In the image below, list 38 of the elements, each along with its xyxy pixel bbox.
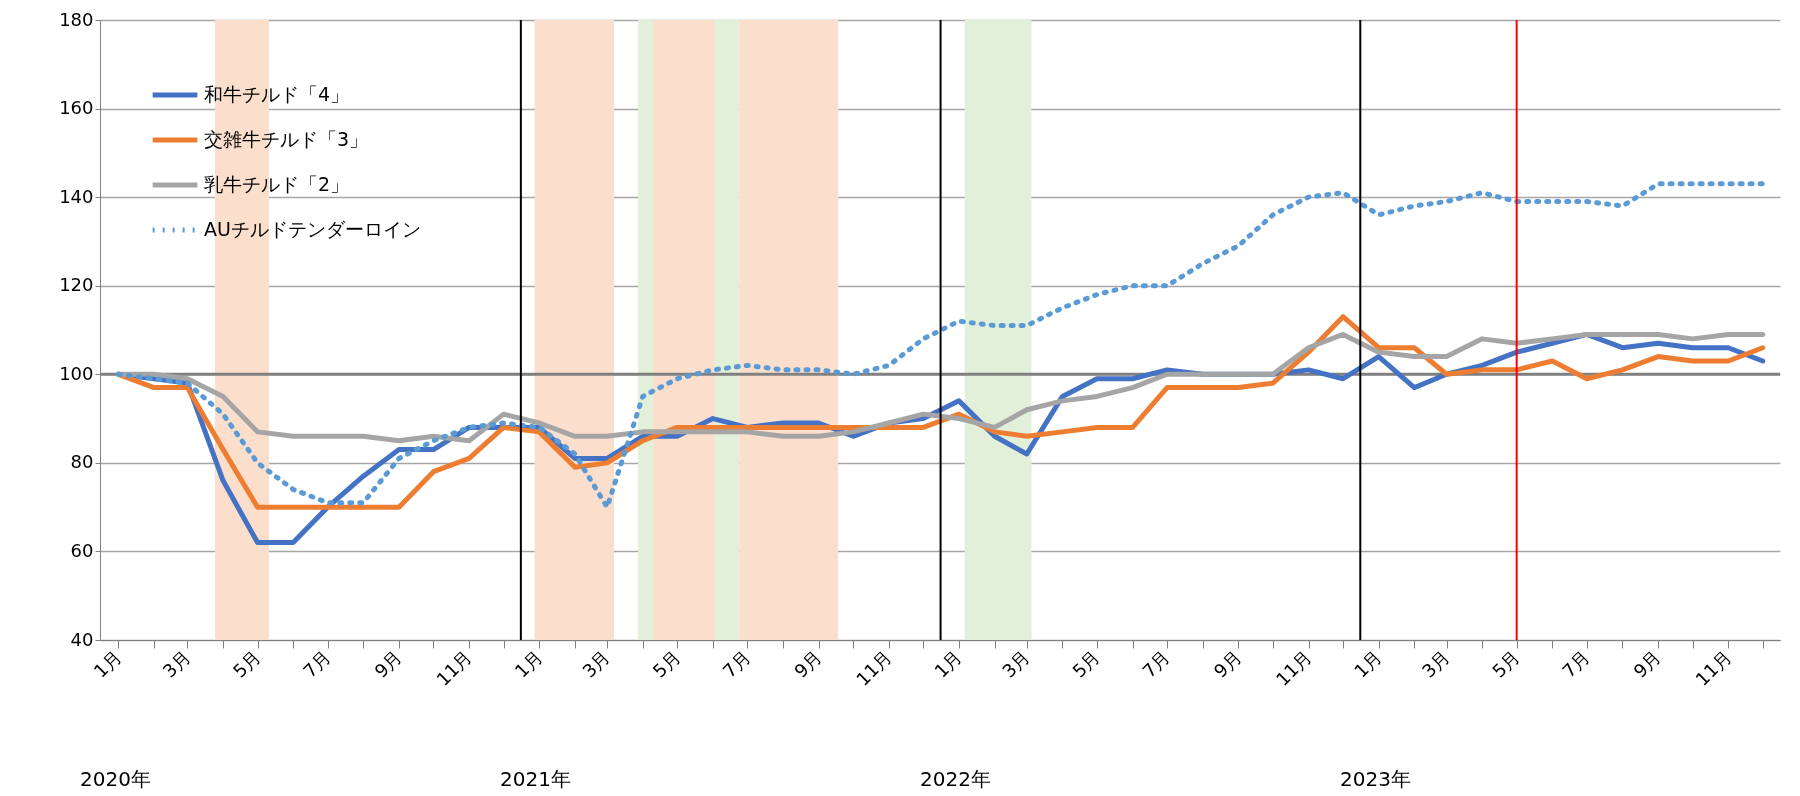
y-tick-label: 100 [59,362,94,384]
legend-label: 乳牛チルド「2」 [204,173,350,195]
x-tick-label: 3月 [1417,646,1454,682]
text: 2021年 [500,767,571,791]
x-tick-label: 3月 [578,646,614,682]
text: 2023年 [1340,767,1411,791]
x-tick-label: 5月 [228,646,265,682]
legend-label: 和牛チルド「4」 [204,83,350,105]
x-tick-label: 7月 [718,646,755,682]
y-tick-label: 80 [70,451,94,473]
y-tick-label: 120 [59,274,94,296]
x-tick-label: 3月 [998,646,1034,682]
x-tick-label: 11月 [432,646,476,690]
x-tick-label: 11月 [851,646,896,690]
text: 2020年 [80,767,151,791]
x-tick-label: 9月 [789,646,826,682]
x-tick-label: 5月 [1487,646,1524,682]
x-tick-label: 5月 [1068,646,1104,682]
x-tick-label: 1月 [1349,646,1386,682]
y-tick-label: 140 [59,185,94,207]
legend-label: 交雑牛チルド「3」 [204,128,369,150]
x-tick-label: 7月 [298,646,335,682]
text: 2022年 [920,767,991,791]
x-tick-label: 3月 [158,646,195,682]
y-tick-label: 60 [70,539,94,561]
x-tick-label: 1月 [510,646,547,682]
x-tick-label: 1月 [930,646,966,682]
x-tick-label: 9月 [1629,646,1665,682]
x-tick-label: 7月 [1138,646,1174,682]
x-tick-label: 9月 [370,646,406,682]
x-tick-label: 9月 [1209,646,1246,682]
legend-label: AUチルドテンダーロイン [204,218,421,240]
x-tick-label: 11月 [1691,646,1736,690]
y-tick-label: 160 [59,97,94,119]
x-tick-label: 11月 [1271,646,1316,690]
y-tick-label: 180 [59,8,94,30]
x-tick-label: 5月 [648,646,685,682]
x-tick-label: 7月 [1558,646,1594,682]
